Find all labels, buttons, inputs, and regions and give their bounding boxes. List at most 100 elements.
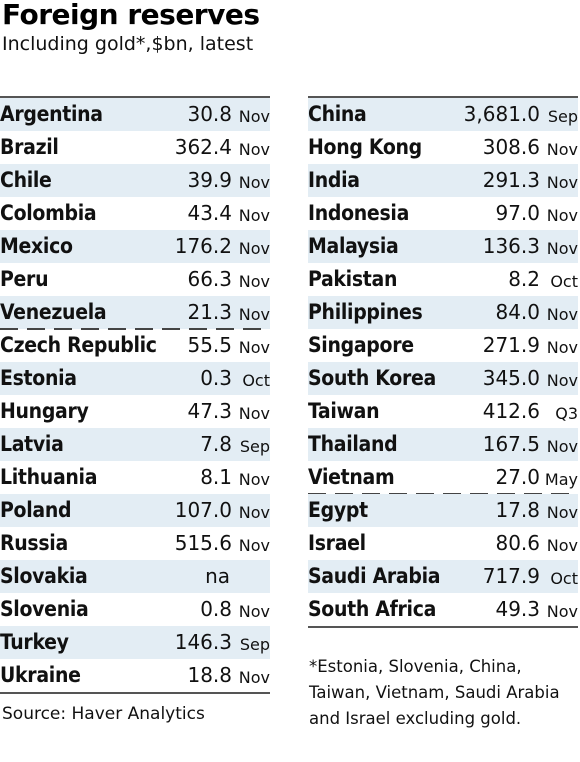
reserve-value: 47.3 — [187, 399, 232, 423]
country-name: India — [308, 168, 360, 192]
country-name: Hungary — [0, 399, 89, 423]
reserve-date: Nov — [238, 173, 270, 192]
reserve-date: Nov — [238, 206, 270, 225]
reserve-value: 18.8 — [187, 663, 232, 687]
country-name: Latvia — [0, 432, 64, 456]
reserve-value: 43.4 — [187, 201, 232, 225]
reserve-date: Nov — [238, 503, 270, 522]
country-name: Indonesia — [308, 201, 410, 225]
table-row: Thailand 167.5 Nov — [308, 428, 578, 461]
reserve-value: 97.0 — [495, 201, 540, 225]
table-row: Estonia 0.3 Oct — [0, 362, 270, 395]
country-name: Russia — [0, 531, 68, 555]
table-row: Latvia 7.8 Sep — [0, 428, 270, 461]
reserve-date: Nov — [238, 305, 270, 324]
reserve-value: 3,681.0 — [463, 102, 540, 126]
table-row: Egypt 17.8 Nov — [308, 494, 578, 527]
reserve-value: 308.6 — [482, 135, 540, 159]
reserve-date: Nov — [546, 305, 578, 324]
country-name: Israel — [308, 531, 366, 555]
reserve-value: 27.0 — [495, 465, 540, 489]
country-name: Egypt — [308, 498, 368, 522]
reserve-date: Nov — [238, 107, 270, 126]
table-row: Slovenia 0.8 Nov — [0, 593, 270, 626]
reserve-value: 0.3 — [200, 366, 232, 390]
reserve-value: 8.1 — [200, 465, 232, 489]
country-name: Turkey — [0, 630, 69, 654]
reserve-value: na — [205, 564, 230, 588]
chart-title: Foreign reserves — [2, 0, 260, 31]
reserve-value: 8.2 — [508, 267, 540, 291]
table-row: Brazil 362.4 Nov — [0, 131, 270, 164]
table-row: Slovakia na — [0, 560, 270, 593]
reserve-date: Nov — [238, 668, 270, 687]
table-row: Chile 39.9 Nov — [0, 164, 270, 197]
table-row: Hong Kong 308.6 Nov — [308, 131, 578, 164]
reserve-date: Sep — [239, 437, 270, 456]
reserve-value: 176.2 — [174, 234, 232, 258]
reserve-value: 717.9 — [482, 564, 540, 588]
reserve-date: Q3 — [555, 404, 578, 423]
reserve-value: 291.3 — [482, 168, 540, 192]
reserve-value: 30.8 — [187, 102, 232, 126]
reserve-date: Nov — [546, 437, 578, 456]
country-name: Mexico — [0, 234, 73, 258]
table-row: Pakistan 8.2 Oct — [308, 263, 578, 296]
source-note: Source: Haver Analytics — [2, 704, 205, 724]
reserve-value: 66.3 — [187, 267, 232, 291]
left-column-table: Argentina 30.8 Nov Brazil 362.4 Nov Chile 39.9 N… — [0, 96, 270, 694]
reserve-value: 345.0 — [482, 366, 540, 390]
table-row: Vietnam 27.0 May — [308, 461, 578, 495]
reserve-date: Nov — [238, 404, 270, 423]
table-row: Colombia 43.4 Nov — [0, 197, 270, 230]
table-row: Lithuania 8.1 Nov — [0, 461, 270, 494]
country-name: Singapore — [308, 333, 414, 357]
reserve-value: 515.6 — [174, 531, 232, 555]
table-row: Ukraine 18.8 Nov — [0, 659, 270, 692]
reserve-date: Nov — [238, 470, 270, 489]
reserve-date: Nov — [238, 140, 270, 159]
table-row: Indonesia 97.0 Nov — [308, 197, 578, 230]
reserve-date: Nov — [238, 239, 270, 258]
table-row: Czech Republic 55.5 Nov — [0, 329, 270, 362]
table-row: Poland 107.0 Nov — [0, 494, 270, 527]
country-name: Philippines — [308, 300, 423, 324]
table-row: Israel 80.6 Nov — [308, 527, 578, 560]
country-name: Estonia — [0, 366, 77, 390]
country-name: Malaysia — [308, 234, 399, 258]
reserve-date: Nov — [546, 602, 578, 621]
reserve-date: Nov — [238, 272, 270, 291]
country-name: Saudi Arabia — [308, 564, 441, 588]
reserve-date: Nov — [546, 173, 578, 192]
table-bottom-rule — [308, 626, 578, 628]
table-row: Argentina 30.8 Nov — [0, 98, 270, 131]
reserve-date: Nov — [546, 503, 578, 522]
country-name: Lithuania — [0, 465, 98, 489]
country-name: Brazil — [0, 135, 59, 159]
table-row: Taiwan 412.6 Q3 — [308, 395, 578, 428]
table-row: Singapore 271.9 Nov — [308, 329, 578, 362]
reserve-date: Nov — [546, 239, 578, 258]
reserve-date: Nov — [546, 140, 578, 159]
reserve-value: 0.8 — [200, 597, 232, 621]
reserve-value: 17.8 — [495, 498, 540, 522]
country-name: Slovenia — [0, 597, 89, 621]
country-name: Colombia — [0, 201, 97, 225]
reserve-value: 136.3 — [482, 234, 540, 258]
country-name: Taiwan — [308, 399, 380, 423]
country-name: Slovakia — [0, 564, 88, 588]
country-name: South Africa — [308, 597, 437, 621]
country-name: China — [308, 102, 367, 126]
country-name: Peru — [0, 267, 49, 291]
reserve-date: Nov — [546, 371, 578, 390]
reserve-value: 80.6 — [495, 531, 540, 555]
reserve-value: 55.5 — [187, 333, 232, 357]
table-row: Saudi Arabia 717.9 Oct — [308, 560, 578, 593]
reserve-date: Oct — [550, 569, 578, 588]
reserve-date: May — [544, 470, 578, 489]
reserve-date: Nov — [546, 338, 578, 357]
country-name: Hong Kong — [308, 135, 422, 159]
reserve-value: 39.9 — [187, 168, 232, 192]
table-row: China 3,681.0 Sep — [308, 98, 578, 131]
reserve-value: 7.8 — [200, 432, 232, 456]
